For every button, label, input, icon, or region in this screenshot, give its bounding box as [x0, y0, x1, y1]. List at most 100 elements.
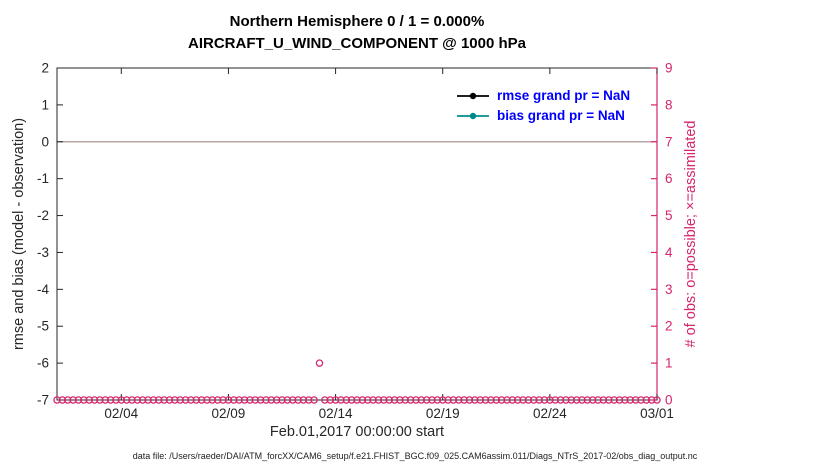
- legend-entry-label: rmse grand pr = NaN: [497, 88, 631, 103]
- obs-marker: [235, 396, 243, 404]
- obs-marker: [374, 396, 383, 404]
- obs-marker: [230, 396, 238, 404]
- obs-marker: [562, 396, 570, 404]
- obs-marker: [267, 396, 276, 404]
- obs-marker: [556, 396, 565, 404]
- obs-marker: [315, 359, 324, 367]
- chart-title: Northern Hemisphere 0 / 1 = 0.000%: [229, 13, 485, 30]
- obs-marker: [594, 396, 602, 404]
- obs-marker: [519, 396, 527, 404]
- obs-marker: [444, 396, 452, 404]
- obs-marker: [197, 396, 206, 404]
- x-tick-label: 02/19: [426, 406, 460, 421]
- obs-marker: [647, 396, 656, 404]
- obs-marker: [487, 396, 495, 404]
- obs-marker: [219, 396, 227, 404]
- obs-marker: [106, 396, 115, 404]
- obs-marker: [471, 396, 479, 404]
- obs-marker: [465, 396, 474, 404]
- obs-marker: [203, 396, 211, 404]
- obs-marker: [342, 396, 351, 404]
- obs-marker: [101, 396, 109, 404]
- legend-entry-bias: bias grand pr = NaN: [456, 108, 630, 123]
- obs-marker: [631, 396, 640, 404]
- obs-marker: [69, 396, 77, 404]
- obs-marker: [58, 396, 67, 404]
- obs-marker: [615, 396, 624, 404]
- obs-marker: [112, 396, 120, 404]
- obs-marker: [117, 396, 126, 404]
- legend-entry-label: bias grand pr = NaN: [497, 108, 625, 123]
- obs-marker: [503, 396, 511, 404]
- right-y-tick-label: 7: [665, 134, 673, 149]
- left-y-tick-label: -4: [37, 282, 49, 297]
- obs-marker: [187, 396, 195, 404]
- obs-marker: [396, 396, 404, 404]
- obs-marker: [401, 396, 409, 404]
- obs-marker: [138, 396, 147, 404]
- obs-marker: [321, 396, 329, 404]
- obs-marker: [572, 396, 581, 404]
- obs-marker: [513, 396, 522, 404]
- left-y-tick-label: -5: [37, 319, 49, 334]
- legend-line-sample: [457, 112, 489, 119]
- obs-marker: [246, 396, 254, 404]
- obs-marker: [642, 396, 651, 404]
- legend: rmse grand pr = NaN bias grand pr = NaN: [456, 88, 631, 123]
- obs-marker: [85, 396, 93, 404]
- right-y-tick-label: 0: [665, 393, 673, 408]
- num-obs-possible-markers: [53, 359, 661, 404]
- obs-marker: [122, 396, 131, 404]
- obs-marker: [326, 396, 334, 404]
- obs-marker: [605, 396, 613, 404]
- obs-marker: [288, 396, 297, 404]
- obs-marker: [428, 396, 436, 404]
- x-tick-label: 03/01: [640, 406, 674, 421]
- right-y-tick-label: 3: [665, 282, 673, 297]
- obs-marker: [390, 396, 399, 404]
- x-tick-label: 02/14: [319, 406, 353, 421]
- obs-marker: [283, 396, 292, 404]
- obs-marker: [492, 396, 501, 404]
- obs-marker: [358, 396, 367, 404]
- obs-marker: [63, 396, 72, 404]
- obs-marker: [369, 396, 377, 404]
- obs-marker: [412, 396, 420, 404]
- obs-marker: [433, 396, 442, 404]
- obs-marker: [208, 396, 217, 404]
- obs-marker: [422, 396, 431, 404]
- right-axis-ticks: 0 1 2 3 4 5 6 7 8 9: [651, 61, 673, 408]
- obs-marker: [149, 396, 158, 404]
- obs-marker: [653, 396, 661, 404]
- obs-marker: [406, 396, 415, 404]
- x-tick-label: 02/04: [104, 406, 138, 421]
- obs-marker: [133, 396, 142, 404]
- obs-marker: [530, 396, 538, 404]
- right-y-tick-label: 6: [665, 171, 673, 186]
- obs-marker: [524, 396, 533, 404]
- obs-marker: [96, 396, 104, 404]
- legend-entry-rmse: rmse grand pr = NaN: [456, 88, 630, 103]
- data-file-caption: data file: /Users/raeder/DAI/ATM_forcXX/…: [132, 451, 698, 461]
- x-tick-label: 02/24: [533, 406, 567, 421]
- obs-marker: [160, 396, 168, 404]
- obs-marker: [278, 396, 286, 404]
- x-tick-label: 02/09: [212, 406, 246, 421]
- left-axis-ticks: 2 1 0 -1 -2 -3 -4 -5 -6 -7: [37, 61, 63, 408]
- obs-marker: [535, 396, 543, 404]
- obs-marker: [305, 396, 313, 404]
- obs-marker: [171, 396, 179, 404]
- left-y-tick-label: -3: [37, 245, 49, 260]
- obs-marker: [337, 396, 345, 404]
- obs-marker: [272, 396, 281, 404]
- obs-marker: [240, 396, 249, 404]
- left-y-tick-label: -2: [37, 208, 49, 223]
- obs-marker: [155, 396, 163, 404]
- obs-marker: [460, 396, 468, 404]
- obs-marker: [331, 396, 340, 404]
- obs-marker: [181, 396, 190, 404]
- right-y-tick-label: 2: [665, 319, 673, 334]
- obs-marker: [294, 396, 302, 404]
- obs-marker: [213, 396, 222, 404]
